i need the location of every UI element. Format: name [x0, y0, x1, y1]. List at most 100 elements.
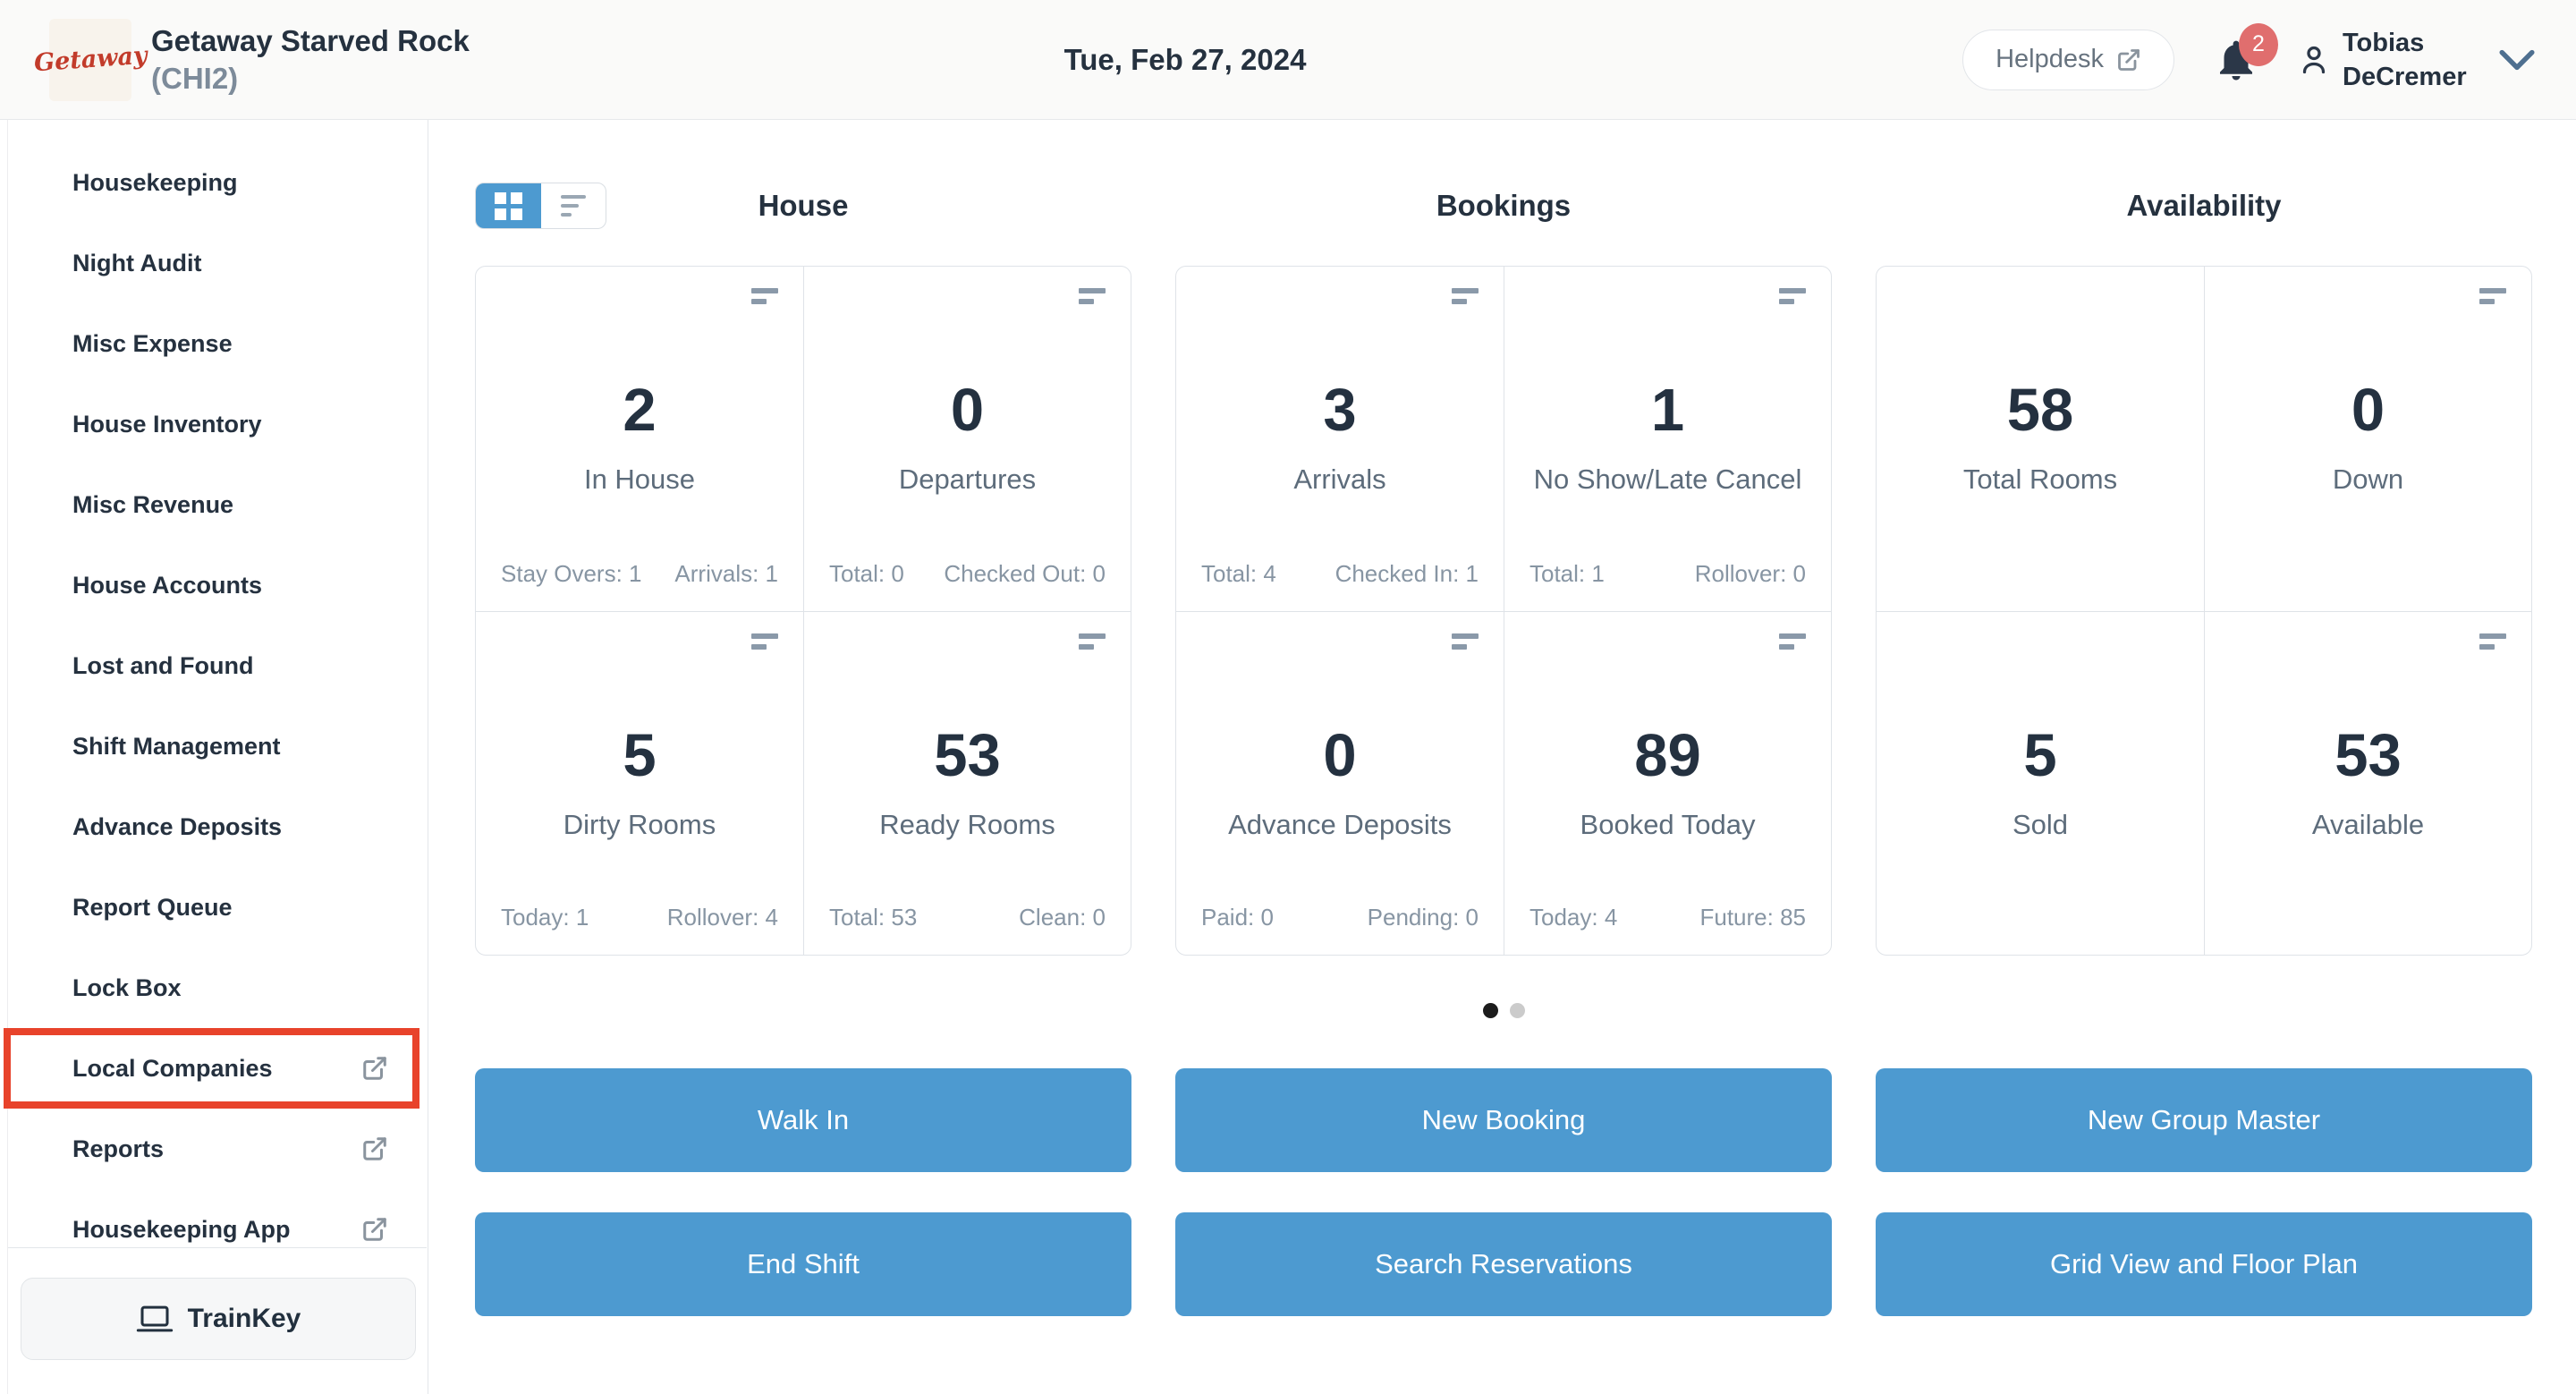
stat-sub-left: Total: 1 [1530, 559, 1605, 587]
availability-section-card: 58 Total Rooms 0 Down 5 Sold 53 [1876, 266, 2532, 956]
stat-value: 0 [950, 377, 985, 444]
end-shift-button[interactable]: End Shift [475, 1212, 1131, 1316]
stat-sub-left: Total: 53 [829, 904, 918, 931]
stat-sub-left: Total: 0 [829, 559, 904, 587]
sidebar-item-lost-and-found[interactable]: Lost and Found [72, 651, 254, 679]
stat-value: 3 [1323, 377, 1357, 444]
stat-sub-right: Rollover: 0 [1694, 559, 1806, 587]
stat-value: 2 [623, 377, 657, 444]
stat-card-booked-today: 89 Booked Today Today: 4 Future: 85 [1504, 610, 1831, 955]
card-menu-icon[interactable] [2479, 288, 2506, 304]
helpdesk-button[interactable]: Helpdesk [1962, 29, 2174, 90]
sidebar-item-housekeeping-app[interactable]: Housekeeping App [0, 1189, 428, 1270]
brand-logo: Getaway [33, 18, 148, 101]
actions-row-2: End Shift Search Reservations Grid View … [475, 1212, 2533, 1316]
sidebar-item-misc-revenue[interactable]: Misc Revenue [72, 490, 234, 518]
card-menu-icon[interactable] [1779, 288, 1806, 304]
user-menu[interactable]: Tobias DeCremer [2298, 26, 2536, 94]
brand: Getaway Getaway Starved Rock (CHI2) [33, 18, 470, 101]
stat-card-in-house: 2 In House Stay Overs: 1 Arrivals: 1 [476, 267, 803, 611]
notifications-badge: 2 [2239, 22, 2278, 66]
sidebar-item-advance-deposits[interactable]: Advance Deposits [72, 812, 283, 840]
bookings-section-card: 3 Arrivals Total: 4 Checked In: 1 1 No Sh… [1175, 266, 1832, 956]
stat-card-down: 0 Down [2204, 267, 2531, 611]
section-headers-row: House Bookings Availability [475, 183, 2533, 229]
laptop-icon [136, 1305, 173, 1332]
stat-sub-left: Today: 4 [1530, 904, 1618, 931]
sidebar: Housekeeping Night Audit Misc Expense Ho… [0, 120, 428, 1394]
stat-label: Down [2332, 463, 2404, 495]
grid-view-floor-plan-button[interactable]: Grid View and Floor Plan [1876, 1212, 2532, 1316]
sidebar-footer: TrainKey [8, 1247, 427, 1394]
stat-sub-right: Checked In: 1 [1335, 559, 1479, 587]
stat-label: Dirty Rooms [563, 808, 716, 840]
app-header: Getaway Getaway Starved Rock (CHI2) Tue,… [0, 0, 2576, 120]
new-booking-button[interactable]: New Booking [1175, 1068, 1832, 1172]
walk-in-button[interactable]: Walk In [475, 1068, 1131, 1172]
stat-card-arrivals: 3 Arrivals Total: 4 Checked In: 1 [1176, 267, 1504, 611]
sidebar-item-local-companies[interactable]: Local Companies [0, 1028, 428, 1109]
list-view-button[interactable] [541, 183, 606, 228]
new-group-master-button[interactable]: New Group Master [1876, 1068, 2532, 1172]
view-toggle [475, 183, 606, 229]
stat-value: 1 [1650, 377, 1685, 444]
grid-view-button[interactable] [476, 183, 541, 228]
stat-sub-left: Today: 1 [501, 904, 589, 931]
card-menu-icon[interactable] [2479, 633, 2506, 650]
card-menu-icon[interactable] [751, 633, 778, 650]
card-menu-icon[interactable] [751, 288, 778, 304]
section-title-bookings: Bookings [1436, 189, 1572, 222]
notifications-button[interactable]: 2 [2212, 22, 2278, 86]
sidebar-item-reports[interactable]: Reports [0, 1109, 428, 1189]
carousel-dot-2[interactable] [1510, 1003, 1525, 1018]
card-menu-icon[interactable] [1452, 633, 1479, 650]
sidebar-item-house-inventory[interactable]: House Inventory [72, 410, 262, 438]
sidebar-item-lock-box[interactable]: Lock Box [72, 973, 182, 1001]
sidebar-item-report-queue[interactable]: Report Queue [72, 893, 233, 921]
stat-value: 89 [1634, 721, 1701, 789]
header-controls: Helpdesk 2 Tobias DeCremer [1962, 22, 2536, 94]
trainkey-button[interactable]: TrainKey [21, 1278, 416, 1360]
stat-value: 5 [623, 721, 657, 789]
availability-row-2: 5 Sold 53 Available [1877, 610, 2531, 955]
external-link-icon [363, 1057, 386, 1080]
sidebar-item-house-accounts[interactable]: House Accounts [72, 571, 263, 599]
stat-sub-right: Clean: 0 [1019, 904, 1106, 931]
dashboard: House Bookings Availability 2 In House S… [428, 120, 2576, 1394]
availability-row-1: 58 Total Rooms 0 Down [1877, 267, 2531, 611]
property-name: Getaway Starved Rock [151, 23, 470, 57]
section-title-house: House [758, 189, 849, 222]
stat-label: Sold [2012, 808, 2069, 840]
current-date: Tue, Feb 27, 2024 [1063, 42, 1307, 76]
section-title-availability: Availability [2126, 189, 2282, 222]
stat-label: In House [583, 463, 696, 495]
stat-sub-left: Paid: 0 [1201, 904, 1274, 931]
external-link-icon [363, 1218, 386, 1241]
property-code: (CHI2) [151, 61, 239, 95]
sidebar-item-housekeeping[interactable]: Housekeeping [72, 168, 238, 196]
carousel-dots [475, 1003, 2533, 1018]
stat-label: Ready Rooms [879, 808, 1055, 840]
property-title-block: Getaway Starved Rock (CHI2) [151, 22, 470, 98]
card-menu-icon[interactable] [1079, 288, 1106, 304]
external-link-icon [2118, 48, 2140, 71]
stat-card-available: 53 Available [2204, 611, 2531, 955]
user-name: Tobias DeCremer [2343, 28, 2467, 91]
stat-value: 53 [934, 721, 1001, 789]
stat-sub-right: Rollover: 4 [666, 904, 778, 931]
carousel-dot-1[interactable] [1483, 1003, 1498, 1018]
card-menu-icon[interactable] [1079, 633, 1106, 650]
stat-label: No Show/Late Cancel [1533, 463, 1802, 495]
sidebar-item-night-audit[interactable]: Night Audit [72, 249, 202, 276]
sidebar-item-misc-expense[interactable]: Misc Expense [72, 329, 233, 357]
stat-card-advance-deposits: 0 Advance Deposits Paid: 0 Pending: 0 [1176, 610, 1504, 956]
search-reservations-button[interactable]: Search Reservations [1175, 1212, 1832, 1316]
stat-label: Booked Today [1580, 808, 1756, 840]
grid-view-icon [494, 191, 522, 220]
person-icon [2302, 46, 2326, 73]
stat-value: 5 [2023, 721, 2057, 789]
card-menu-icon[interactable] [1779, 633, 1806, 650]
card-menu-icon[interactable] [1452, 288, 1479, 304]
sidebar-item-shift-management[interactable]: Shift Management [72, 732, 281, 760]
